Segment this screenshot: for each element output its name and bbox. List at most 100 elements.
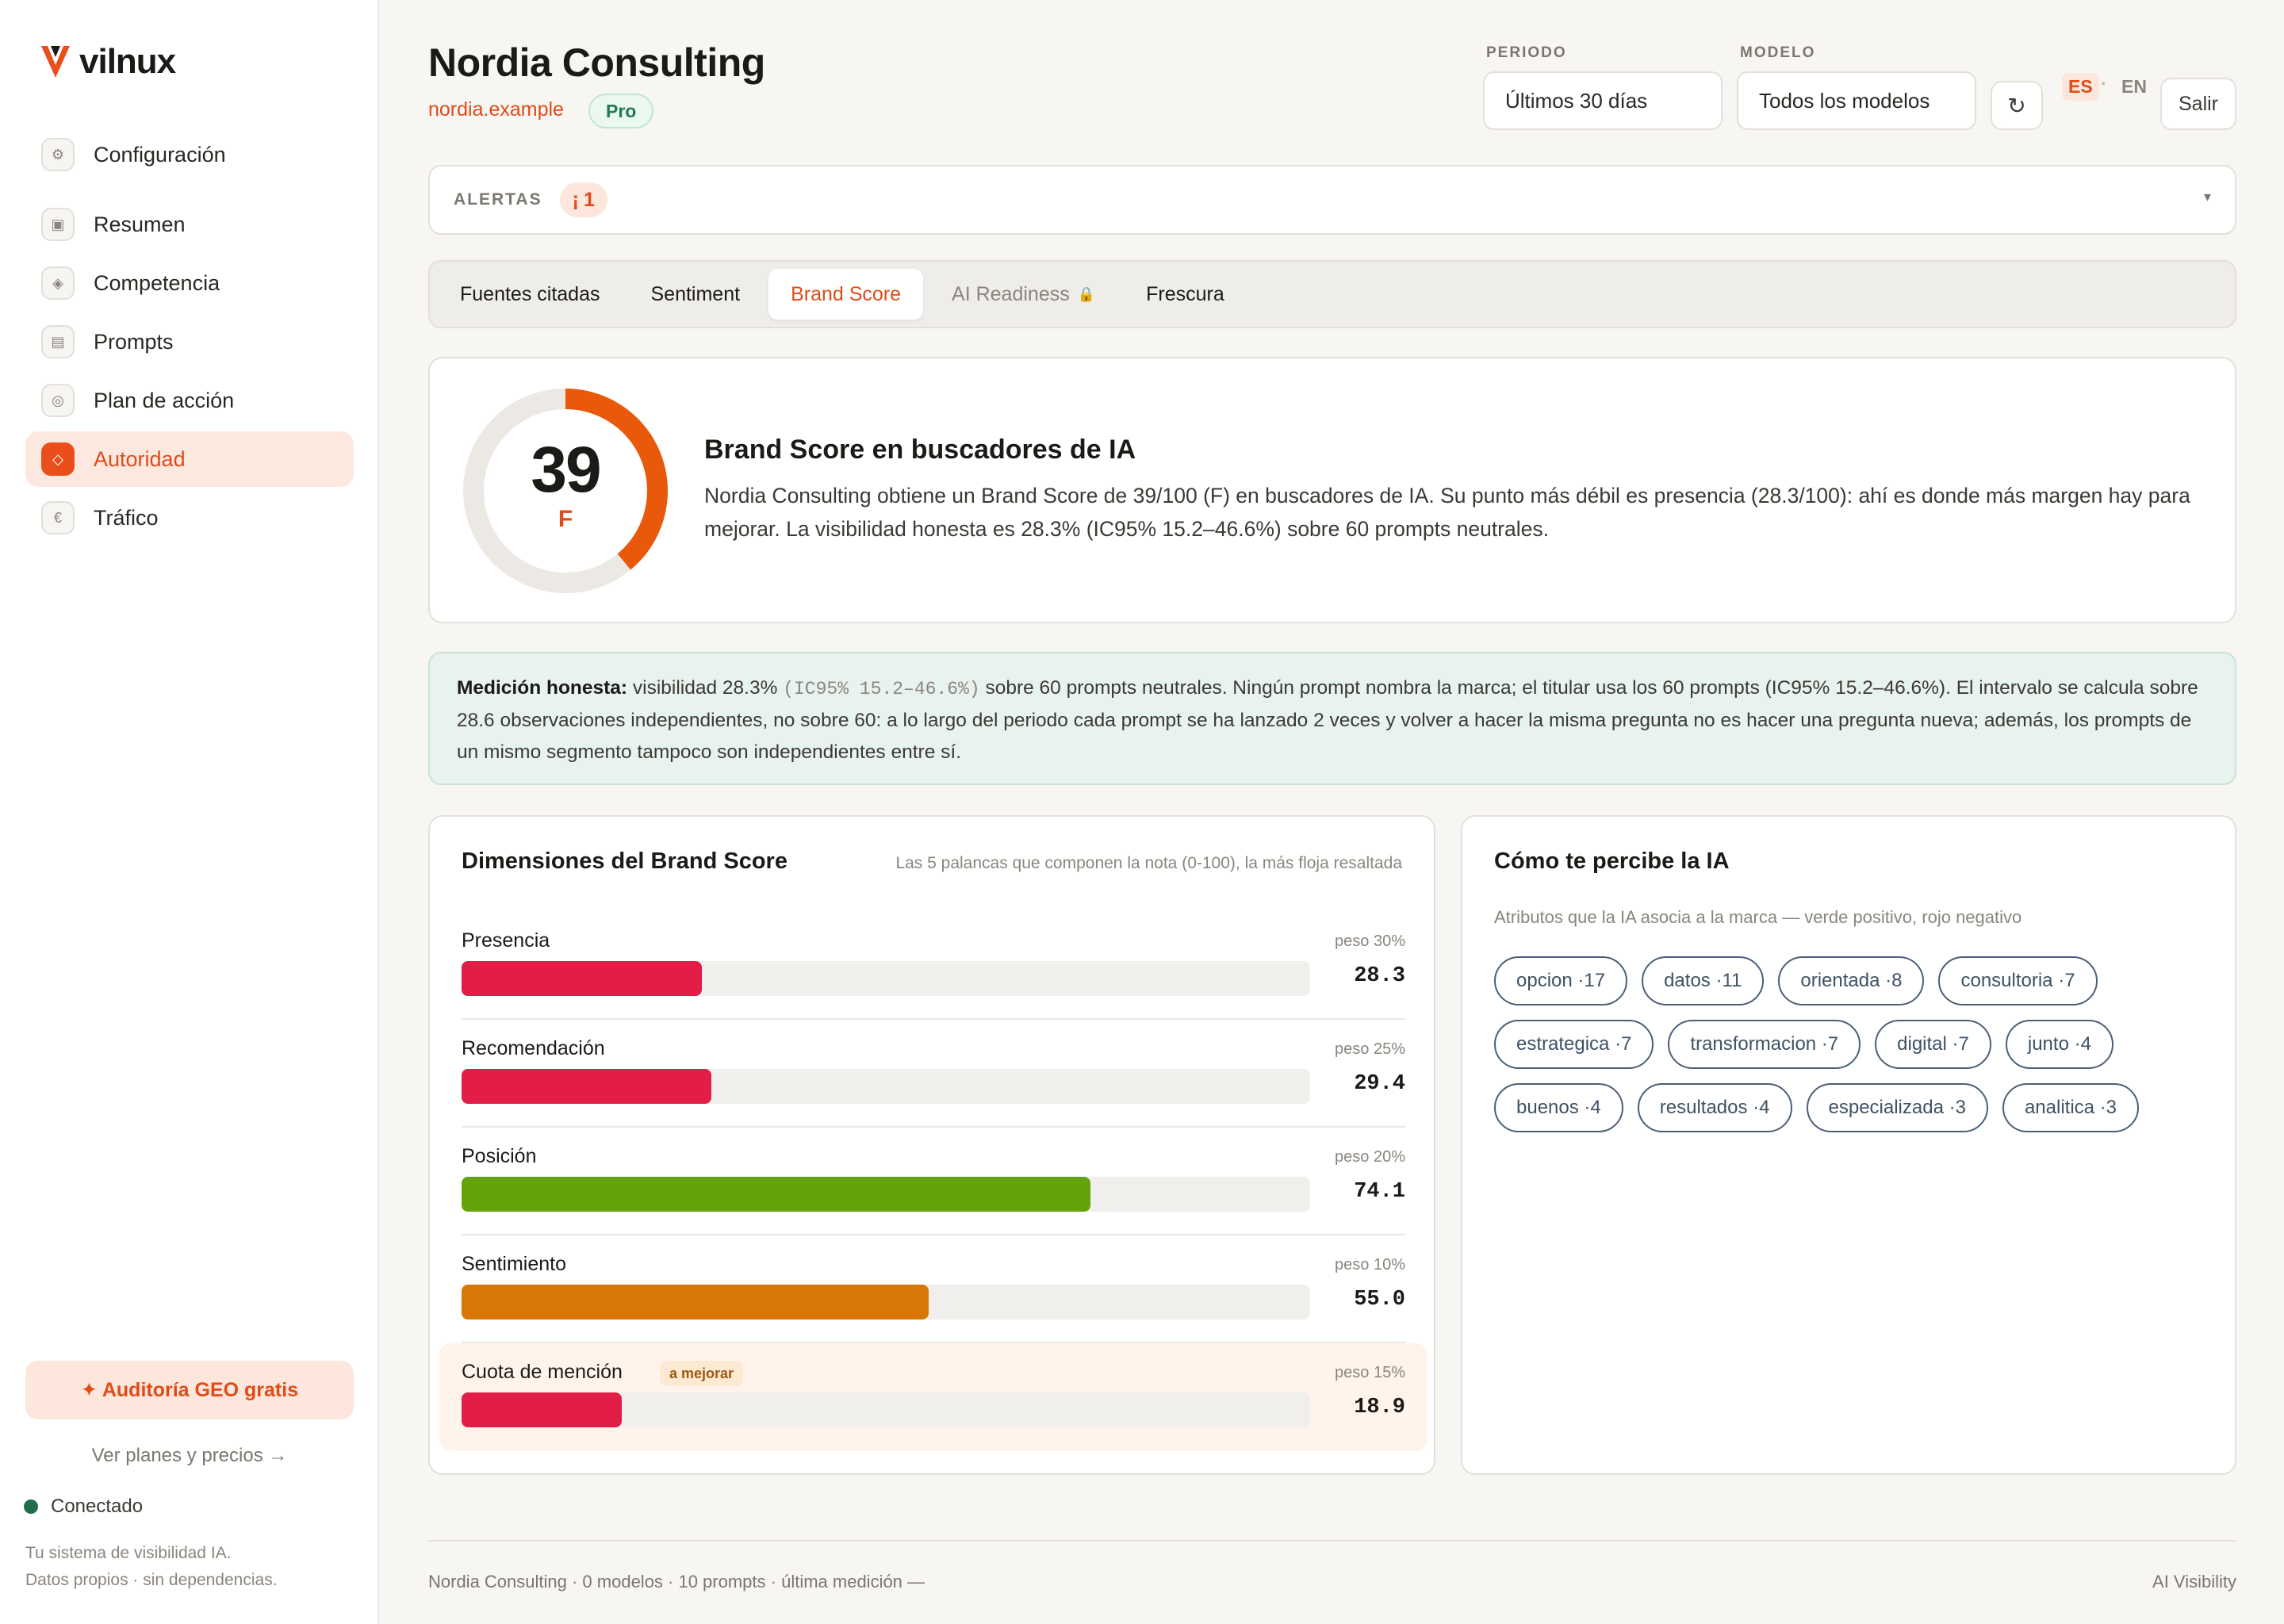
gauge-fill [463, 389, 668, 593]
model-select[interactable]: Todos los modelos [1737, 71, 1976, 130]
perception-subtitle: Atributos que la IA asocia a la marca — … [1494, 907, 2022, 927]
logo-text: vilnux [79, 42, 176, 81]
dimension-bar-fill [462, 961, 702, 996]
sidebar-item-label: Plan de acción [94, 388, 235, 412]
honest-interval: (IC95% 15.2–46.6%) [783, 679, 980, 699]
tab-label: Fuentes citadas [460, 282, 600, 305]
sidebar-item-resumen[interactable]: ▣ Resumen [25, 197, 354, 252]
dimension-bar-track [462, 961, 1310, 996]
honest-text-a: visibilidad 28.3% [627, 677, 784, 699]
dimension-row: Posición peso 20% 74.1 [462, 1128, 1405, 1235]
alerts-label: ALERTAS [454, 190, 542, 209]
dimensions-title: Dimensiones del Brand Score [462, 848, 788, 874]
dimension-value: 28.3 [1354, 964, 1405, 988]
tagline: Tu sistema de visibilidad IA. Datos prop… [25, 1540, 278, 1594]
attribute-chip: junto ·4 [2005, 1020, 2113, 1069]
tab-label: Sentiment [650, 282, 741, 305]
dimension-weight: peso 20% [1335, 1148, 1405, 1166]
period-label: PERIODO [1486, 44, 1567, 61]
sidebar-nav: ⚙ Configuración ▣ Resumen ◈ Competencia ▤ Promp… [25, 127, 354, 549]
sidebar-item-autoridad[interactable]: ◇ Autoridad [25, 431, 354, 487]
tab-label: AI Readiness [952, 282, 1070, 305]
alerts-bar[interactable]: ALERTAS ¡ 1 ▾ [428, 165, 2236, 235]
attribute-chip: digital ·7 [1875, 1020, 1991, 1069]
footer-product: AI Visibility [2152, 1572, 2236, 1591]
honest-measurement-note: Medición honesta: visibilidad 28.3% (IC9… [428, 652, 2236, 785]
tab-brand-score[interactable]: Brand Score [768, 269, 924, 320]
score-value: 39 [531, 434, 601, 506]
dimension-name: Sentimiento [462, 1253, 567, 1275]
score-description: Nordia Consulting obtiene un Brand Score… [704, 484, 2190, 541]
attribute-chip: orientada ·8 [1778, 956, 1925, 1005]
gear-icon: ⚙ [41, 138, 75, 171]
tab-frescura[interactable]: Frescura [1124, 269, 1247, 320]
dimension-row: Sentimiento peso 10% 55.0 [462, 1235, 1405, 1343]
prompts-icon: ▤ [41, 325, 75, 358]
attribute-chip: analitica ·3 [2002, 1083, 2139, 1132]
brand-domain[interactable]: nordia.example [428, 98, 564, 121]
attribute-chip: especializada ·3 [1806, 1083, 1988, 1132]
dimension-bar-fill [462, 1177, 1090, 1212]
attribute-chip: transformacion ·7 [1668, 1020, 1861, 1069]
logout-button[interactable]: Salir [2160, 78, 2236, 130]
attribute-chip: buenos ·4 [1494, 1083, 1623, 1132]
tab-sentiment[interactable]: Sentiment [629, 269, 763, 320]
sidebar-item-competencia[interactable]: ◈ Competencia [25, 255, 354, 311]
page-title: Nordia Consulting [428, 40, 765, 85]
plan-badge: Pro [588, 94, 654, 128]
status-dot-icon [24, 1500, 38, 1514]
dimension-bar-fill [462, 1285, 929, 1320]
tab-fuentes-citadas[interactable]: Fuentes citadas [438, 269, 623, 320]
authority-icon: ◇ [41, 442, 75, 476]
footer-summary: Nordia Consulting · 0 modelos · 10 promp… [428, 1572, 925, 1591]
attribute-chip: opcion ·17 [1494, 956, 1628, 1005]
dimension-bar-track [462, 1392, 1310, 1427]
tab-label: Brand Score [791, 282, 902, 305]
dimension-weight: peso 10% [1335, 1256, 1405, 1274]
euro-icon: € [41, 501, 75, 534]
attribute-chips: opcion ·17 datos ·11 orientada ·8 consultor… [1494, 956, 2208, 1132]
model-label: MODELO [1740, 44, 1816, 61]
lock-icon: 🔒 [1077, 285, 1096, 302]
chevron-down-icon[interactable]: ▾ [2203, 189, 2211, 205]
dimension-name: Presencia [462, 929, 550, 952]
sidebar-item-configuración[interactable]: ⚙ Configuración [25, 127, 354, 182]
plans-pricing-link[interactable]: Ver planes y precios → [91, 1445, 288, 1466]
attribute-chip: consultoria ·7 [1938, 956, 2098, 1005]
alert-icon: ¡ [572, 188, 579, 211]
tab-ai-readiness[interactable]: AI Readiness 🔒 [929, 269, 1117, 320]
alerts-count-badge: ¡ 1 [559, 182, 607, 217]
refresh-icon: ↻ [2007, 93, 2026, 118]
sidebar-item-label: Autoridad [94, 446, 186, 471]
lang-en-toggle[interactable]: EN [2121, 76, 2147, 97]
free-audit-button[interactable]: ✦ Auditoría GEO gratis [25, 1361, 354, 1419]
dimension-weight: peso 25% [1335, 1040, 1405, 1058]
dimension-name: Cuota de mención [462, 1361, 623, 1383]
refresh-button[interactable]: ↻ [1991, 81, 2043, 130]
target-icon: ◎ [41, 384, 75, 417]
logo[interactable]: vilnux [40, 41, 176, 82]
dimension-bar-track [462, 1285, 1310, 1320]
sidebar-item-tráfico[interactable]: € Tráfico [25, 490, 354, 546]
summary-icon: ▣ [41, 208, 75, 241]
dimension-bar-fill [462, 1069, 711, 1104]
main-content: Nordia Consulting nordia.example Pro PER… [428, 0, 2236, 1624]
honest-label: Medición honesta: [457, 677, 628, 699]
lang-es-toggle[interactable]: ES [2062, 73, 2099, 101]
tagline-line-1: Tu sistema de visibilidad IA. [25, 1544, 232, 1562]
tab-label: Frescura [1146, 282, 1224, 305]
sidebar-item-label: Prompts [94, 329, 174, 354]
sidebar-item-prompts[interactable]: ▤ Prompts [25, 314, 354, 370]
dimension-value: 18.9 [1354, 1396, 1405, 1419]
dimension-bar-fill [462, 1392, 623, 1427]
sidebar: vilnux ⚙ Configuración ▣ Resumen ◈ Competenci… [0, 0, 379, 1624]
dimension-bar-track [462, 1069, 1310, 1104]
dimension-row: Recomendación peso 25% 29.4 [462, 1020, 1405, 1128]
sidebar-item-label: Resumen [94, 212, 186, 236]
period-select[interactable]: Últimos 30 días [1483, 71, 1723, 130]
attribute-chip: estrategica ·7 [1494, 1020, 1654, 1069]
footer-divider [428, 1540, 2236, 1542]
dimension-value: 74.1 [1354, 1180, 1405, 1204]
sidebar-item-plan-de-acción[interactable]: ◎ Plan de acción [25, 373, 354, 428]
sidebar-item-label: Competencia [94, 270, 220, 295]
